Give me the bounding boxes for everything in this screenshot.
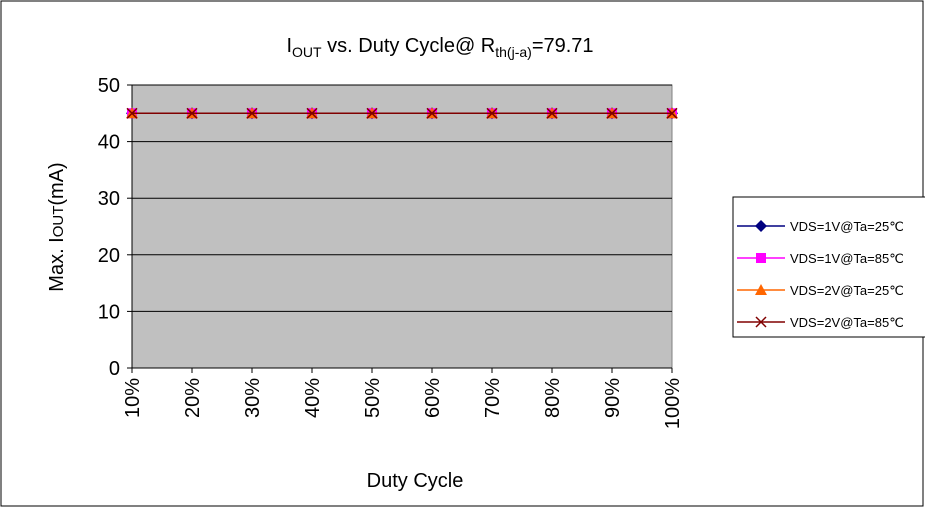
marker xyxy=(426,107,438,119)
y-tick-label: 10 xyxy=(98,301,120,323)
marker xyxy=(546,107,558,119)
x-tick-label: 60% xyxy=(422,378,444,418)
marker xyxy=(126,107,138,119)
marker xyxy=(606,107,618,119)
marker xyxy=(666,107,678,119)
marker xyxy=(486,107,498,119)
marker xyxy=(186,107,198,119)
title-part: vs. Duty Cycle@ R xyxy=(322,35,496,57)
x-tick-label: 20% xyxy=(182,378,204,418)
y-tick-label: 0 xyxy=(109,358,120,380)
title-part: th(j-a) xyxy=(495,44,532,60)
y-label-part: Max. I xyxy=(46,237,68,291)
title-part: =79.71 xyxy=(532,35,594,57)
x-tick-label: 70% xyxy=(482,378,504,418)
marker xyxy=(755,316,767,328)
legend-label: VDS=2V@Ta=85℃ xyxy=(790,315,904,330)
legend-label: VDS=1V@Ta=85℃ xyxy=(790,251,904,266)
marker xyxy=(755,220,767,232)
y-tick-label: 30 xyxy=(98,188,120,210)
marker xyxy=(756,253,766,263)
legend-label: VDS=2V@Ta=25℃ xyxy=(790,283,904,298)
x-tick-label: 90% xyxy=(602,378,624,418)
marker xyxy=(366,107,378,119)
plot-area xyxy=(131,84,673,369)
chart-title: IOUT vs. Duty Cycle@ Rth(j-a)=79.71 xyxy=(286,35,593,60)
y-tick-label: 20 xyxy=(98,245,120,267)
marker xyxy=(306,107,318,119)
x-tick-label: 30% xyxy=(242,378,264,418)
y-label-part: OUT xyxy=(50,206,67,238)
x-tick-label: 50% xyxy=(362,378,384,418)
marker xyxy=(755,284,767,295)
y-label-part: (mA) xyxy=(46,162,68,205)
y-tick-label: 50 xyxy=(98,75,120,97)
title-part: I xyxy=(286,35,292,57)
title-part: OUT xyxy=(292,44,322,60)
x-tick-label: 40% xyxy=(302,378,324,418)
legend-label: VDS=1V@Ta=25℃ xyxy=(790,219,904,234)
x-axis-label: Duty Cycle xyxy=(367,470,464,492)
x-tick-label: 80% xyxy=(542,378,564,418)
marker xyxy=(246,107,258,119)
x-tick-label: 10% xyxy=(122,378,144,418)
y-axis-label: Max. IOUT(mA) xyxy=(46,162,68,291)
x-tick-label: 100% xyxy=(662,378,684,429)
y-tick-label: 40 xyxy=(98,132,120,154)
legend-box xyxy=(732,196,925,338)
